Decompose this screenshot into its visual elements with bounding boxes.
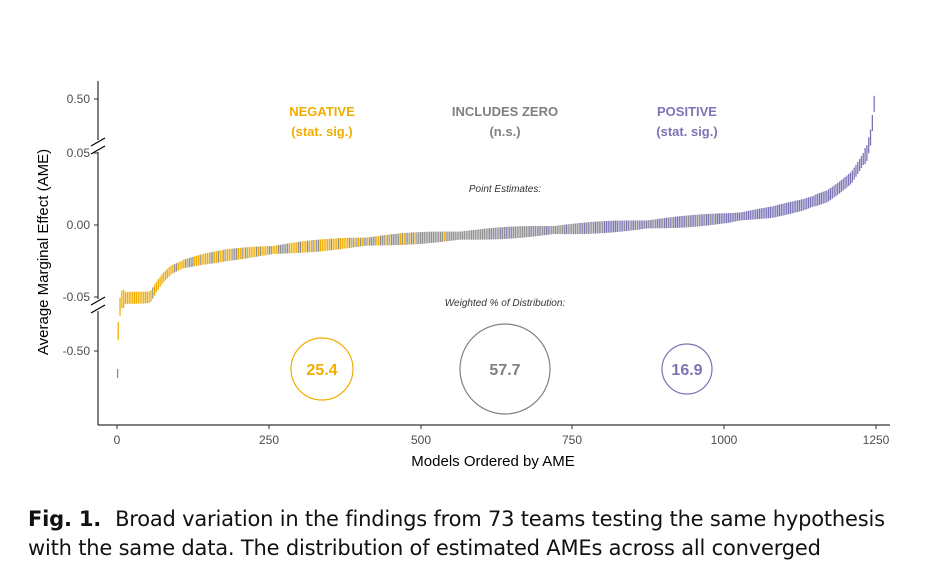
positive-sublabel: (stat. sig.) [656,124,717,139]
negative-bubble [290,337,354,401]
y-tick-label-2: 0.00 [67,218,91,232]
positive-label: POSITIVE [657,104,717,119]
ame-chart: 0.50 0.05 0.00 -0.05 -0.50 0 250 500 750… [35,81,890,470]
x-axis-title: Models Ordered by AME [411,453,574,470]
point-estimates-layer [116,95,875,378]
positive-pct: 16.9 [671,362,702,379]
positive-bubble [661,343,713,395]
x-tick-label-4: 1000 [711,433,738,447]
x-tick-label-0: 0 [114,433,121,447]
y-ticks [94,98,98,352]
caption-text-2: with the same data. The distribution of … [28,536,821,560]
caption-text-1: Broad variation in the findings from 73 … [115,507,885,531]
negative-label: NEGATIVE [289,104,355,119]
caption-label: Fig. 1. [28,507,102,531]
weighted-distribution-note: Weighted % of Distribution: [445,298,566,309]
axis-break-upper [90,137,106,155]
caption-line-2: with the same data. The distribution of … [28,534,928,563]
y-tick-label-0: 0.50 [67,92,91,106]
includes-zero-sublabel: (n.s.) [489,124,520,139]
x-tick-label-5: 1250 [863,433,890,447]
negative-sublabel: (stat. sig.) [291,124,352,139]
axis-break-lower [90,296,106,314]
caption-line-1: Fig. 1. Broad variation in the findings f… [28,505,928,534]
x-tick-label-3: 750 [562,433,582,447]
x-ticks [116,425,877,429]
point-estimates-note: Point Estimates: [469,184,541,195]
y-axis-title: Average Marginal Effect (AME) [35,149,52,355]
figure-caption: Fig. 1. Broad variation in the findings f… [28,505,928,563]
y-tick-label-4: -0.50 [63,344,91,358]
negative-pct: 25.4 [306,362,337,379]
y-tick-label-1: 0.05 [67,146,91,160]
y-tick-label-3: -0.05 [63,290,91,304]
x-tick-label-2: 500 [411,433,431,447]
x-tick-label-1: 250 [259,433,279,447]
includes-zero-bubble [459,323,551,415]
includes-zero-label: INCLUDES ZERO [452,104,558,119]
includes-zero-pct: 57.7 [489,362,520,379]
